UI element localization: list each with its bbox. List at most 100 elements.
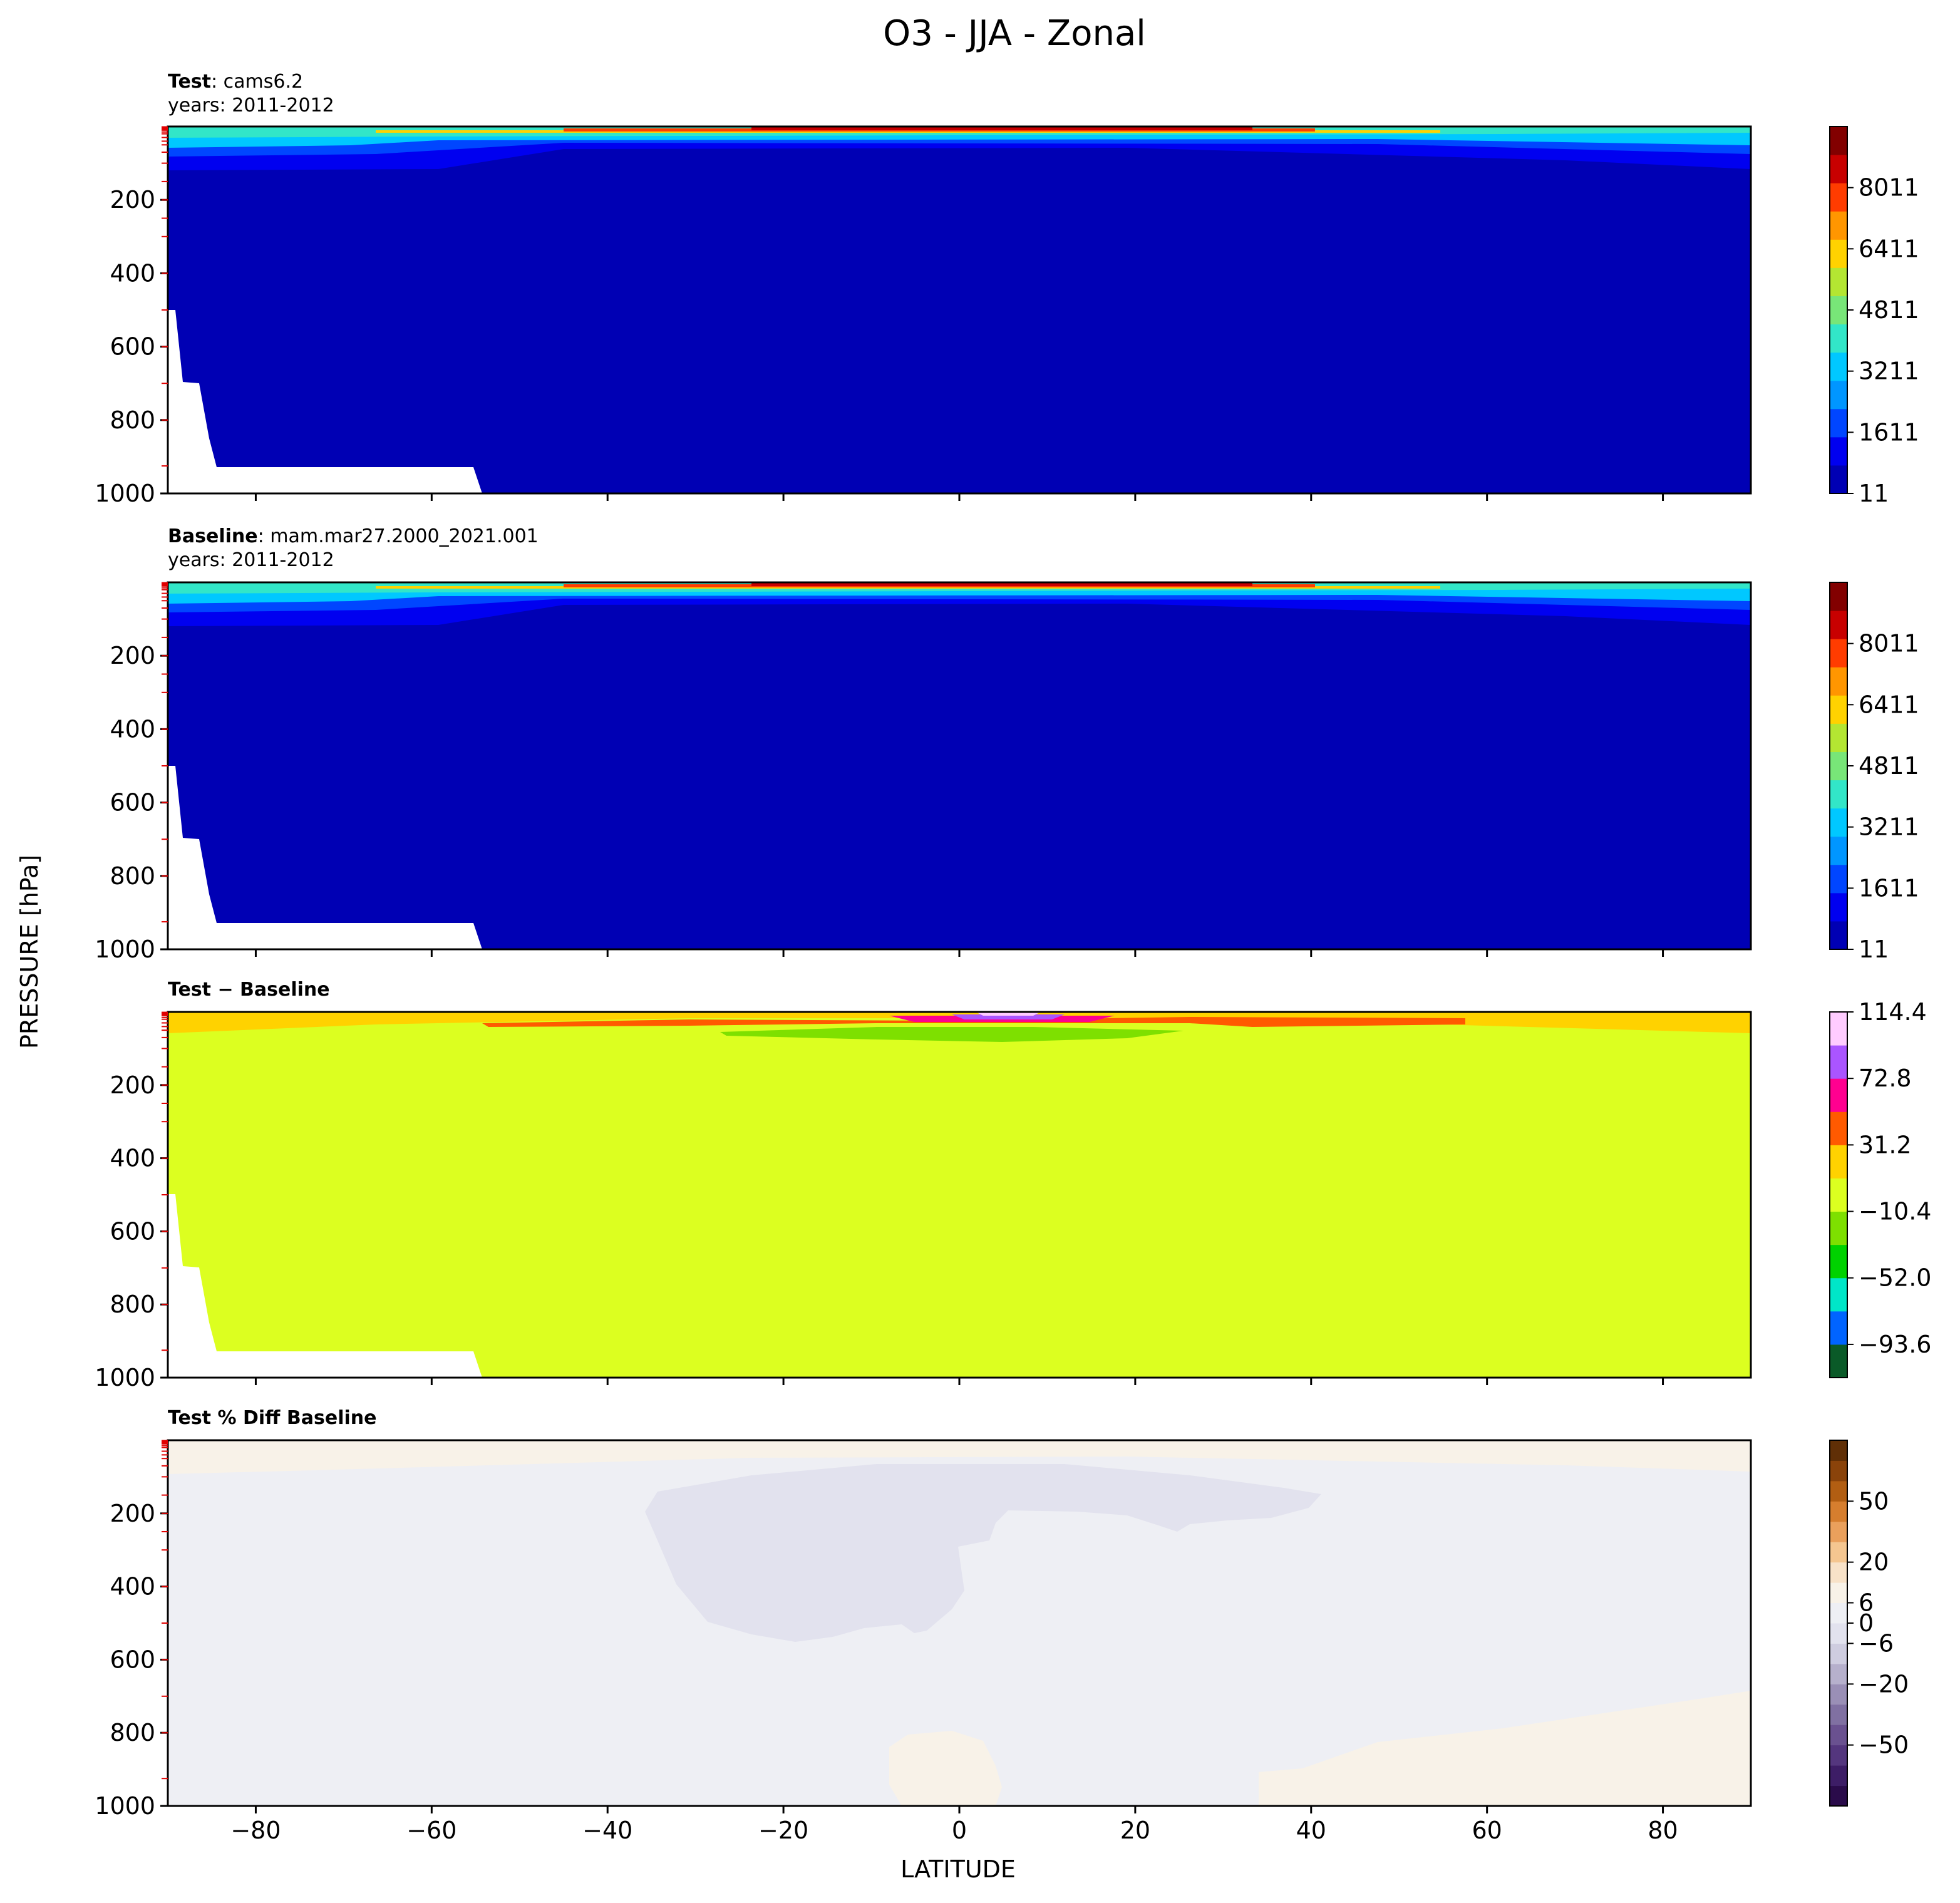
- colorbar-tick-label: 1611: [1859, 418, 1919, 446]
- panel-test-years: years: 2011-2012: [168, 95, 334, 116]
- colorbar-swatch: [1830, 183, 1847, 212]
- panel-test-contours: [168, 126, 1751, 493]
- colorbar-swatch: [1830, 639, 1847, 668]
- y-tick-label: 1000: [95, 936, 155, 963]
- colorbar-swatch: [1830, 1765, 1847, 1787]
- colorbar-tick-label: −52.0: [1859, 1264, 1931, 1292]
- colorbar-swatch: [1830, 1178, 1847, 1212]
- colorbar-swatch: [1830, 1623, 1847, 1644]
- colorbar-swatch: [1830, 324, 1847, 353]
- x-tick-label: −60: [406, 1817, 456, 1844]
- colorbar-swatch: [1830, 1111, 1847, 1145]
- colorbar-swatch: [1830, 1277, 1847, 1312]
- x-axis-label: LATITUDE: [900, 1855, 1016, 1883]
- colorbar-tick-label: 1611: [1859, 874, 1919, 902]
- colorbar-swatch: [1830, 296, 1847, 325]
- panel-pctdiff-colorbar: 50 20 60−6 −20 −50: [1829, 1440, 1909, 1807]
- colorbar-swatch: [1830, 1145, 1847, 1178]
- colorbar-swatch: [1830, 1785, 1847, 1807]
- y-tick-label: 1000: [95, 480, 155, 507]
- x-tick-label: −20: [758, 1817, 808, 1844]
- colorbar-swatch: [1830, 892, 1847, 922]
- panel-baseline: Baseline: mam.mar27.2000_2021.001 years:…: [95, 525, 1919, 963]
- y-tick-label: 200: [110, 642, 155, 669]
- missing-mask: [168, 766, 482, 949]
- y-tick-label: 400: [110, 1145, 155, 1172]
- level-band: [168, 582, 1751, 949]
- y-tick-label: 400: [110, 715, 155, 743]
- colorbar-swatch: [1830, 723, 1847, 752]
- y-tick-label: 400: [110, 259, 155, 287]
- colorbar-tick-label: 72.8: [1859, 1065, 1912, 1092]
- colorbar-tick-label: 20: [1859, 1549, 1889, 1576]
- colorbar-tick-label: −93.6: [1859, 1331, 1931, 1358]
- colorbar-swatch: [1830, 380, 1847, 410]
- colorbar-swatch: [1830, 921, 1847, 950]
- colorbar-swatch: [1830, 465, 1847, 494]
- level-band: [168, 1012, 1751, 1378]
- colorbar-swatch: [1830, 1460, 1847, 1482]
- level-band: [977, 1013, 1039, 1016]
- level-band: [952, 1014, 1065, 1019]
- colorbar-tick-label: 6411: [1859, 235, 1919, 262]
- colorbar-swatch: [1830, 155, 1847, 183]
- colorbar-swatch: [1830, 1582, 1847, 1604]
- colorbar-swatch: [1830, 1012, 1847, 1046]
- panel-test-x-ticks: [254, 493, 1664, 501]
- panel-diff-x-ticks: [254, 1378, 1664, 1385]
- figure-title: O3 - JJA - Zonal: [883, 13, 1146, 54]
- level-band: [168, 1012, 1751, 1033]
- panel-diff-title: Test − Baseline: [168, 979, 330, 1001]
- colorbar-swatch: [1830, 1643, 1847, 1664]
- colorbar-swatch: [1830, 239, 1847, 268]
- colorbar-tick-label: 0: [1859, 1609, 1874, 1637]
- panel-test-colorbar: 8011 6411 4811 3211 1611 11: [1829, 126, 1919, 507]
- y-tick-label: 1000: [95, 1364, 155, 1391]
- panel-pctdiff-contours: [168, 1440, 1751, 1806]
- colorbar-swatch: [1830, 1704, 1847, 1725]
- colorbar-swatch: [1830, 695, 1847, 724]
- colorbar-tick-label: 8011: [1859, 174, 1919, 202]
- colorbar-swatch: [1830, 1311, 1847, 1345]
- missing-mask: [168, 1194, 482, 1378]
- colorbar-swatch: [1830, 1244, 1847, 1279]
- y-tick-label: 800: [110, 406, 155, 434]
- panel-baseline-x-ticks: [254, 949, 1664, 957]
- level-band: [889, 1731, 1002, 1806]
- colorbar-tick-label: −20: [1859, 1670, 1909, 1698]
- panel-test-title: Test: cams6.2: [168, 71, 303, 93]
- colorbar-tick-label: 3211: [1859, 813, 1919, 841]
- y-axis-label: PRESSURE [hPa]: [16, 855, 43, 1049]
- colorbar-tick-label: 4811: [1859, 752, 1919, 780]
- colorbar-tick-label: 50: [1859, 1487, 1889, 1515]
- colorbar-swatch: [1830, 667, 1847, 696]
- y-tick-label: 1000: [95, 1792, 155, 1820]
- colorbar-swatch: [1830, 1542, 1847, 1563]
- colorbar-swatch: [1830, 1602, 1847, 1624]
- colorbar-tick-label: 11: [1859, 480, 1889, 507]
- colorbar-swatch: [1830, 611, 1847, 639]
- colorbar-tick-label: 114.4: [1859, 998, 1927, 1026]
- panel-diff-colorbar: 114.4 72.8 31.2 −10.4 −52.0 −93.6: [1829, 998, 1931, 1378]
- colorbar-swatch: [1830, 352, 1847, 381]
- x-tick-label: 0: [952, 1817, 967, 1844]
- panel-baseline-title: Baseline: mam.mar27.2000_2021.001: [168, 525, 539, 547]
- level-band: [168, 126, 1751, 493]
- colorbar-tick-label: 4811: [1859, 296, 1919, 324]
- colorbar-swatch: [1830, 1078, 1847, 1112]
- colorbar-swatch: [1830, 1045, 1847, 1079]
- colorbar-swatch: [1830, 1344, 1847, 1378]
- colorbar-tick-label: −6: [1859, 1629, 1894, 1657]
- panel-test: Test: cams6.2 years: 2011-2012 200 400 600…: [95, 71, 1919, 507]
- colorbar-frame: [1829, 1011, 1848, 1378]
- y-tick-label: 400: [110, 1573, 155, 1601]
- y-tick-label: 600: [110, 789, 155, 817]
- colorbar-swatch: [1830, 1521, 1847, 1542]
- colorbar-tick-label: 6: [1859, 1589, 1874, 1617]
- y-tick-label: 800: [110, 1291, 155, 1318]
- colorbar-tick-label: −10.4: [1859, 1198, 1931, 1225]
- y-tick-label: 800: [110, 1719, 155, 1746]
- colorbar-swatch: [1830, 1480, 1847, 1502]
- colorbar-swatch: [1830, 780, 1847, 809]
